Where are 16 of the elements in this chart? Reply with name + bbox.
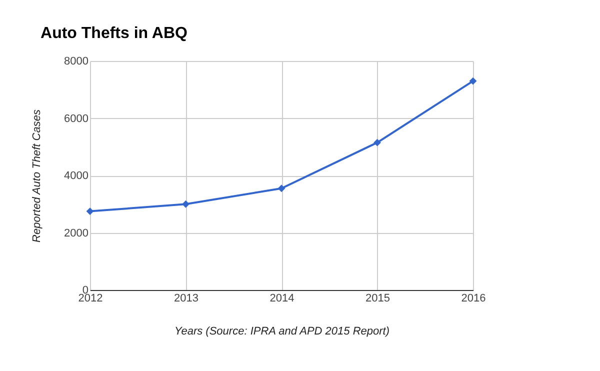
point bbox=[278, 184, 286, 192]
y-tick-label: 6000 bbox=[64, 112, 88, 125]
point bbox=[182, 200, 190, 208]
x-axis-title: Years (Source: IPRA and APD 2015 Report) bbox=[174, 326, 390, 338]
x-tick-label: 2013 bbox=[174, 292, 198, 304]
y-tick-label: 2000 bbox=[64, 227, 88, 240]
point bbox=[374, 138, 381, 146]
y-tick-label: 8000 bbox=[64, 56, 88, 68]
y-tick-label: 4000 bbox=[64, 170, 88, 182]
x-tick-label: 2016 bbox=[461, 292, 486, 304]
x-tick-label: 2015 bbox=[366, 292, 390, 304]
y-axis-title: Reported Auto Theft Cases bbox=[31, 109, 44, 242]
x-tick-label: 2012 bbox=[78, 292, 103, 304]
x-tick-label: 2014 bbox=[270, 292, 294, 304]
point bbox=[469, 77, 477, 85]
chart-title: Auto Thefts in ABQ bbox=[40, 25, 188, 42]
